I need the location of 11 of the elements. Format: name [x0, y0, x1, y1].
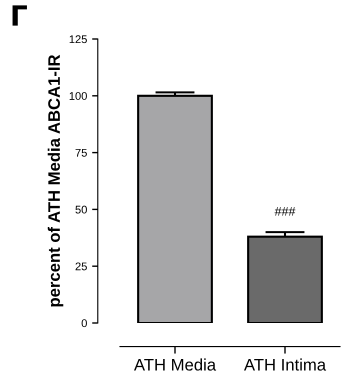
y-axis-title: percent of ATH Media ABCA1-IR [48, 54, 64, 306]
x-tick-label: ATH Media [134, 358, 216, 371]
y-tick-label: 0 [82, 319, 87, 328]
text: Г [12, 5, 27, 26]
y-tick-label: 75 [76, 148, 87, 157]
y-tick-label: 50 [75, 206, 87, 214]
y-tick-label: 25 [76, 262, 87, 270]
y-tick-label: 100 [70, 92, 87, 100]
y-tick-label: 125 [70, 35, 87, 44]
annotation: ### [274, 207, 296, 216]
x-tick-label: ATH Intima [244, 358, 326, 371]
